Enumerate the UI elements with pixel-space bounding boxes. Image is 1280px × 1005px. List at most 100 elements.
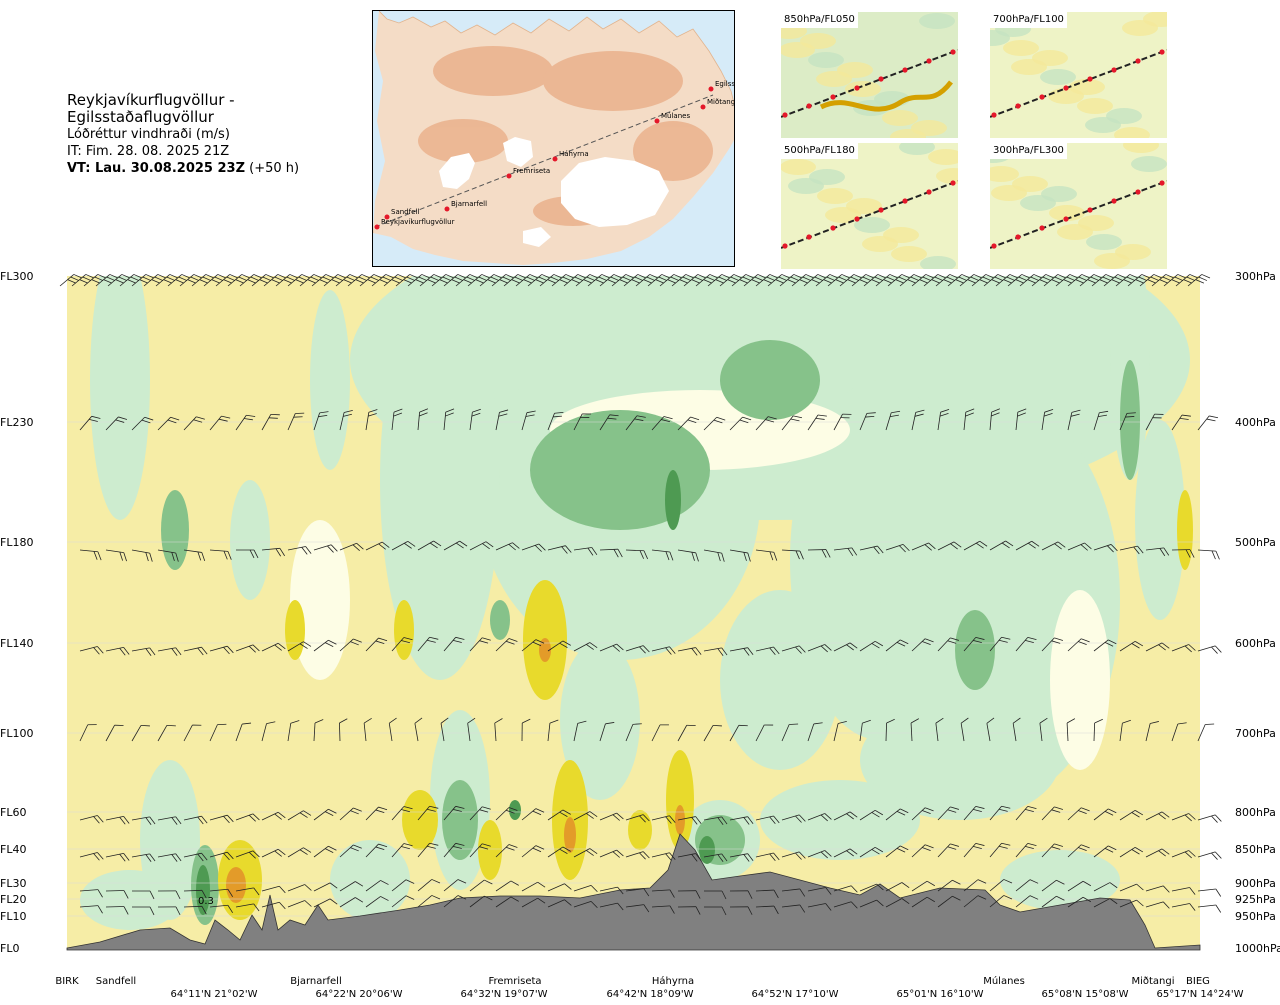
route-axis: BIRK Sandfell Bjarnarfell Fremriseta Háhyrna… <box>55 975 1243 1000</box>
updraft-contour <box>955 610 995 690</box>
downdraft-contour <box>285 600 305 660</box>
hpa-tick-label: 850hPa <box>1235 843 1276 856</box>
wind-barb <box>79 815 104 824</box>
wind-barb <box>83 274 107 287</box>
wind-barb <box>1093 639 1117 652</box>
wind-barb <box>359 274 383 287</box>
mini-map-850[interactable]: 850hPa/FL050 <box>781 12 958 138</box>
wind-barb <box>885 882 910 892</box>
wind-barb <box>911 844 934 858</box>
wind-barb <box>469 843 491 858</box>
mini-map-300[interactable]: 300hPa/FL300 <box>990 143 1167 269</box>
wind-barb <box>989 879 1013 892</box>
mini-map-contour <box>845 81 881 97</box>
wind-barb <box>313 719 324 742</box>
wind-barb <box>599 548 623 558</box>
wind-barb <box>495 844 518 858</box>
wind-barb <box>235 549 259 559</box>
wind-barb <box>503 274 527 287</box>
wind-barb <box>131 647 156 656</box>
wind-barb <box>911 274 935 287</box>
wind-barb <box>1171 549 1195 558</box>
wind-barb <box>1145 413 1164 431</box>
wind-barb <box>1041 843 1064 858</box>
wind-barb <box>440 717 449 742</box>
coordinate-label: 64°32'N 19°07'W <box>461 989 548 1000</box>
wind-barb <box>707 274 731 287</box>
wind-barb <box>677 816 702 825</box>
wind-barb <box>1015 805 1037 821</box>
wind-barb <box>1015 540 1040 551</box>
wind-barb <box>651 852 676 861</box>
updraft-contour <box>720 340 820 420</box>
chart-header: Reykjavíkurflugvöllur - Egilsstaðaflugvö… <box>67 92 377 177</box>
wind-barb <box>729 853 754 862</box>
mini-map-route-point <box>854 216 860 222</box>
downdraft-contour <box>394 600 414 660</box>
wind-barb <box>521 543 546 552</box>
wind-barb <box>963 842 985 858</box>
wind-barb <box>105 724 124 742</box>
wind-barb <box>911 807 934 821</box>
wind-barb <box>937 843 960 858</box>
wind-barb <box>1041 879 1065 892</box>
wind-barb <box>95 274 119 287</box>
fl-tick-label: FL30 <box>0 877 26 890</box>
wind-barb <box>729 647 754 656</box>
wind-barb <box>781 645 806 654</box>
coordinate-label: 65°08'N 15°08'W <box>1042 989 1129 1000</box>
wind-barb <box>417 842 439 858</box>
wind-barb <box>703 549 725 562</box>
wind-barb <box>235 903 260 912</box>
wind-barb <box>755 416 777 431</box>
mini-map-contour <box>1040 69 1076 85</box>
coordinate-label: 64°11'N 21°02'W <box>171 989 258 1000</box>
valid-time-date: VT: Lau. 30.08.2025 23Z <box>67 161 246 176</box>
updraft-contour <box>1135 420 1185 620</box>
wind-barb <box>947 274 971 287</box>
mini-map-700[interactable]: 700hPa/FL100 <box>990 12 1167 138</box>
map-place-label: Egilssta <box>715 80 735 88</box>
wind-barb <box>79 852 104 861</box>
wind-barb <box>1145 642 1170 652</box>
wind-barb <box>119 274 143 287</box>
wind-barb <box>183 889 207 899</box>
mini-map-contour <box>781 42 815 58</box>
route-point-label: Háhyrna <box>652 975 694 987</box>
wind-barb <box>417 636 439 652</box>
wind-barb <box>1197 851 1222 860</box>
valid-time: VT: Lau. 30.08.2025 23Z (+50 h) <box>67 160 377 177</box>
wind-barb <box>443 895 467 908</box>
wind-barb <box>235 850 260 859</box>
glacier-myrdalsjokull <box>523 227 551 247</box>
wind-barb <box>599 902 624 911</box>
wind-barb <box>1145 721 1159 742</box>
wind-barb <box>625 645 650 654</box>
wind-barb <box>183 815 208 825</box>
mini-map-contour <box>928 149 958 165</box>
mini-map-contour <box>899 143 935 155</box>
wind-barb <box>547 545 572 554</box>
wind-barb <box>885 898 910 908</box>
strong-updraft-contour <box>699 836 715 864</box>
fl-tick-label: FL0 <box>0 942 19 955</box>
wind-barb <box>599 722 615 742</box>
wind-barb <box>209 904 234 914</box>
wind-barb <box>563 274 587 287</box>
mini-map-contour <box>936 168 958 184</box>
wind-barb <box>885 718 895 742</box>
wind-barb <box>1187 274 1211 287</box>
wind-barb <box>235 644 260 653</box>
neutral-contour <box>1050 590 1110 770</box>
wind-barb <box>179 274 203 287</box>
wind-barb <box>911 880 936 892</box>
mini-map-500[interactable]: 500hPa/FL180 <box>781 143 958 269</box>
wind-barb <box>157 549 179 562</box>
wind-barb <box>963 805 985 821</box>
wind-barb <box>105 549 127 562</box>
wind-barb <box>105 853 130 862</box>
wind-barb <box>995 274 1019 287</box>
mini-map-route-point <box>1015 103 1021 109</box>
updraft-contour <box>330 840 410 920</box>
wind-barb <box>827 274 851 287</box>
